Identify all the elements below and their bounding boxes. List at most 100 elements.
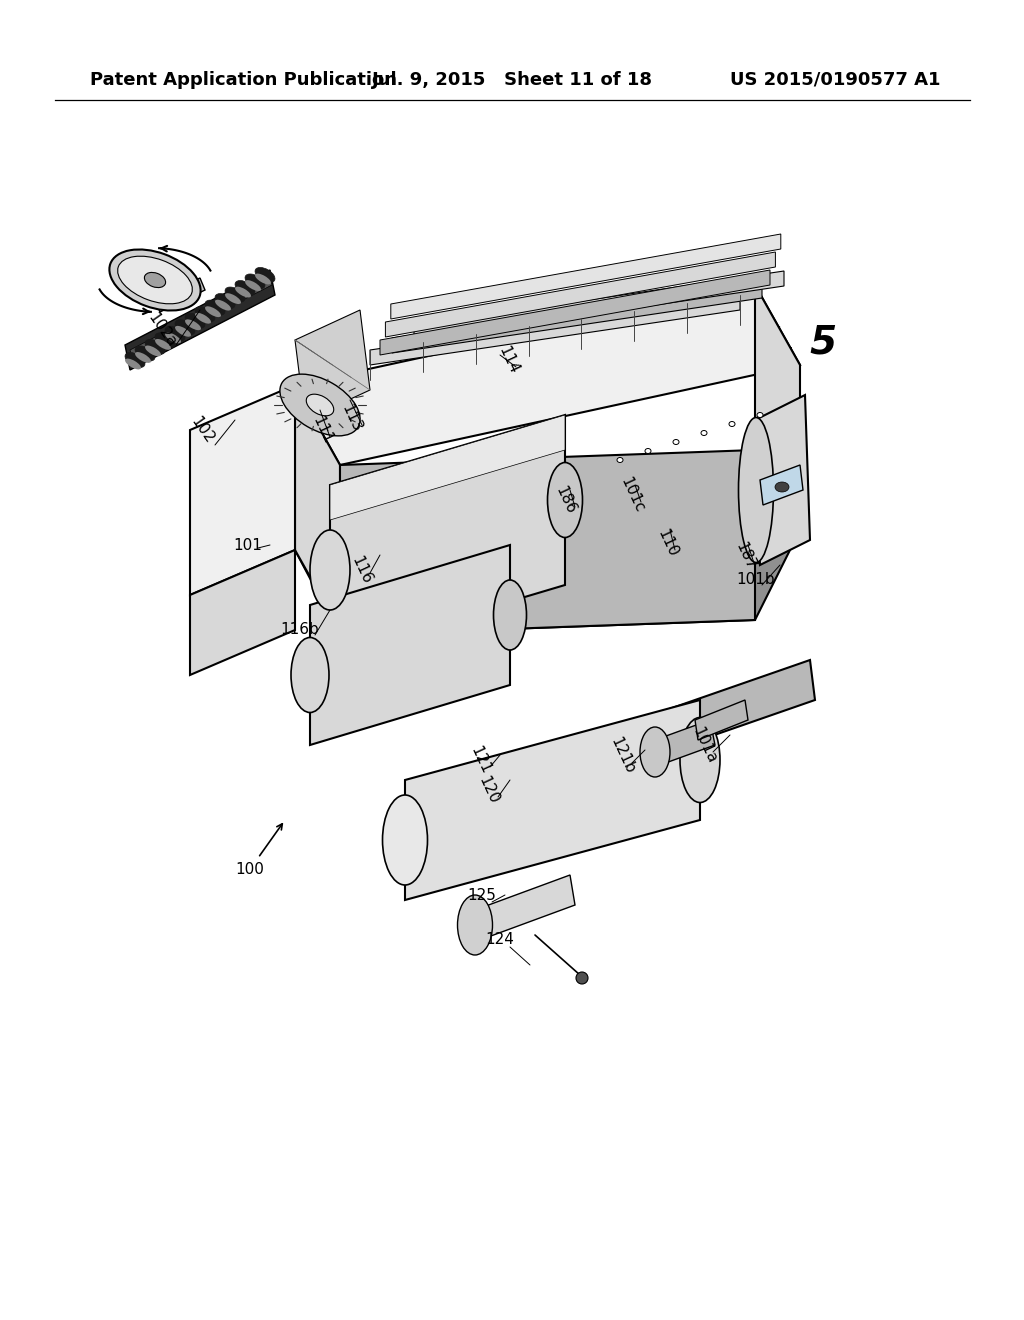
Ellipse shape bbox=[458, 895, 493, 954]
Ellipse shape bbox=[245, 280, 261, 290]
Polygon shape bbox=[580, 660, 815, 780]
Ellipse shape bbox=[383, 795, 427, 884]
Text: 114: 114 bbox=[495, 343, 521, 376]
Polygon shape bbox=[340, 450, 755, 635]
Ellipse shape bbox=[215, 300, 231, 310]
Ellipse shape bbox=[195, 313, 211, 323]
Ellipse shape bbox=[310, 531, 350, 610]
Ellipse shape bbox=[645, 449, 651, 454]
Ellipse shape bbox=[255, 273, 271, 284]
Text: 121: 121 bbox=[467, 743, 493, 776]
Polygon shape bbox=[414, 271, 784, 341]
Ellipse shape bbox=[145, 346, 161, 356]
Text: Patent Application Publication: Patent Application Publication bbox=[90, 71, 397, 88]
Polygon shape bbox=[295, 310, 370, 420]
Ellipse shape bbox=[775, 482, 790, 492]
Polygon shape bbox=[755, 395, 810, 565]
Polygon shape bbox=[190, 550, 295, 675]
Ellipse shape bbox=[575, 972, 588, 983]
Ellipse shape bbox=[236, 281, 255, 296]
Polygon shape bbox=[380, 271, 770, 355]
Polygon shape bbox=[130, 279, 272, 356]
Ellipse shape bbox=[729, 421, 735, 426]
Polygon shape bbox=[155, 279, 205, 312]
Polygon shape bbox=[760, 465, 803, 506]
Polygon shape bbox=[406, 700, 700, 900]
Text: 121b: 121b bbox=[608, 735, 638, 776]
Polygon shape bbox=[310, 545, 510, 744]
Text: 186: 186 bbox=[553, 483, 579, 516]
Ellipse shape bbox=[494, 579, 526, 649]
Ellipse shape bbox=[225, 293, 241, 304]
Ellipse shape bbox=[640, 727, 670, 777]
Ellipse shape bbox=[245, 275, 265, 289]
Ellipse shape bbox=[195, 306, 215, 322]
Text: 110: 110 bbox=[654, 527, 680, 560]
Text: 111: 111 bbox=[309, 413, 335, 446]
Text: 125: 125 bbox=[468, 887, 497, 903]
Ellipse shape bbox=[225, 286, 245, 302]
Ellipse shape bbox=[673, 440, 679, 445]
Ellipse shape bbox=[757, 412, 763, 417]
Text: 100: 100 bbox=[236, 862, 264, 878]
Text: 102: 102 bbox=[187, 414, 216, 446]
Ellipse shape bbox=[125, 352, 145, 367]
Text: 113: 113 bbox=[339, 401, 365, 434]
Ellipse shape bbox=[135, 352, 151, 363]
Ellipse shape bbox=[135, 346, 155, 362]
Polygon shape bbox=[295, 285, 800, 465]
Polygon shape bbox=[125, 271, 275, 370]
Polygon shape bbox=[391, 234, 780, 319]
Text: FIG. 5: FIG. 5 bbox=[709, 325, 838, 362]
Ellipse shape bbox=[236, 286, 251, 297]
Ellipse shape bbox=[165, 326, 185, 342]
Polygon shape bbox=[295, 531, 800, 635]
Ellipse shape bbox=[205, 300, 225, 315]
Ellipse shape bbox=[255, 268, 275, 282]
Text: 101a: 101a bbox=[689, 725, 719, 766]
Ellipse shape bbox=[306, 395, 334, 416]
Ellipse shape bbox=[110, 249, 201, 310]
Ellipse shape bbox=[205, 306, 221, 317]
Polygon shape bbox=[385, 252, 775, 337]
Ellipse shape bbox=[680, 718, 720, 803]
Ellipse shape bbox=[145, 339, 165, 355]
Polygon shape bbox=[655, 719, 715, 766]
Polygon shape bbox=[295, 385, 340, 630]
Text: 101c: 101c bbox=[617, 475, 647, 515]
Polygon shape bbox=[190, 385, 295, 595]
Ellipse shape bbox=[617, 458, 623, 462]
Ellipse shape bbox=[144, 272, 166, 288]
Text: 116: 116 bbox=[349, 553, 375, 586]
Ellipse shape bbox=[185, 313, 205, 329]
Polygon shape bbox=[695, 700, 748, 741]
Ellipse shape bbox=[185, 319, 201, 330]
Text: Jul. 9, 2015   Sheet 11 of 18: Jul. 9, 2015 Sheet 11 of 18 bbox=[372, 71, 652, 88]
Ellipse shape bbox=[701, 430, 707, 436]
Ellipse shape bbox=[118, 256, 193, 304]
Text: 101b: 101b bbox=[736, 573, 775, 587]
Ellipse shape bbox=[155, 339, 171, 350]
Ellipse shape bbox=[548, 462, 583, 537]
Ellipse shape bbox=[280, 374, 360, 436]
Ellipse shape bbox=[738, 417, 773, 562]
Text: US 2015/0190577 A1: US 2015/0190577 A1 bbox=[729, 71, 940, 88]
Text: 124: 124 bbox=[485, 932, 514, 948]
Polygon shape bbox=[330, 414, 565, 520]
Polygon shape bbox=[392, 282, 762, 352]
Ellipse shape bbox=[125, 359, 141, 370]
Polygon shape bbox=[330, 414, 565, 655]
Ellipse shape bbox=[155, 333, 175, 348]
Ellipse shape bbox=[215, 293, 234, 309]
Text: 101: 101 bbox=[233, 537, 262, 553]
Text: 187: 187 bbox=[732, 540, 758, 573]
Polygon shape bbox=[370, 294, 740, 366]
Polygon shape bbox=[475, 875, 575, 940]
Ellipse shape bbox=[165, 333, 181, 343]
Ellipse shape bbox=[175, 319, 195, 335]
Ellipse shape bbox=[175, 326, 191, 337]
Text: 116b: 116b bbox=[281, 623, 319, 638]
Text: 102a: 102a bbox=[144, 310, 179, 350]
Polygon shape bbox=[755, 285, 800, 531]
Text: 120: 120 bbox=[475, 774, 501, 807]
